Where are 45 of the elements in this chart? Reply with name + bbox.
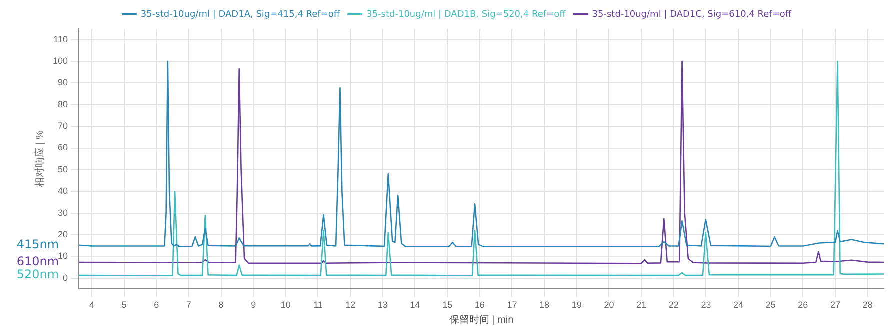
y-tick-label: 100 bbox=[52, 56, 68, 66]
x-tick-label: 22 bbox=[668, 300, 679, 310]
y-tick-label: 90 bbox=[58, 78, 68, 88]
legend-label: 35-std-10ug/ml | DAD1B, Sig=520,4 Ref=off bbox=[366, 10, 567, 20]
x-tick-label: 19 bbox=[572, 300, 582, 310]
y-tick-label: 30 bbox=[58, 208, 68, 218]
x-tick-label: 27 bbox=[830, 300, 841, 310]
x-tick-label: 8 bbox=[218, 300, 224, 310]
x-tick-label: 6 bbox=[154, 300, 160, 310]
y-tick-label: 50 bbox=[58, 164, 68, 174]
x-tick-label: 18 bbox=[540, 300, 550, 310]
x-tick-label: 20 bbox=[604, 300, 614, 310]
x-tick-label: 24 bbox=[734, 300, 744, 310]
y-tick-label: 10 bbox=[58, 251, 68, 262]
x-tick-label: 14 bbox=[410, 300, 420, 310]
x-tick-label: 11 bbox=[314, 300, 323, 310]
legend-label: 35-std-10ug/ml | DAD1A, Sig=415,4 Ref=off bbox=[140, 10, 341, 20]
x-tick-label: 15 bbox=[442, 300, 453, 310]
x-tick-label: 13 bbox=[378, 300, 388, 310]
x-tick-label: 10 bbox=[280, 300, 291, 310]
x-tick-label: 4 bbox=[89, 300, 94, 310]
x-tick-label: 7 bbox=[186, 300, 192, 310]
x-tick-label: 25 bbox=[766, 300, 776, 310]
text: 610nm bbox=[16, 254, 60, 269]
x-tick-label: 17 bbox=[507, 300, 518, 310]
x-tick-label: 21 bbox=[636, 300, 647, 310]
x-tick-label: 23 bbox=[701, 300, 712, 310]
text: 415nm bbox=[16, 238, 60, 252]
x-tick-label: 9 bbox=[251, 300, 256, 310]
y-tick-label: 40 bbox=[58, 186, 68, 196]
y-tick-label: 80 bbox=[58, 99, 68, 110]
y-tick-label: 20 bbox=[58, 229, 68, 240]
legend-label: 35-std-10ug/ml | DAD1C, Sig=610,4 Ref=off bbox=[592, 10, 792, 20]
x-axis-title: 保留时间 | min bbox=[449, 314, 514, 326]
y-tick-label: 110 bbox=[54, 34, 68, 44]
y-tick-label: 60 bbox=[58, 142, 68, 153]
x-tick-label: 16 bbox=[474, 300, 485, 310]
y-axis-title: 相对响应 | % bbox=[34, 130, 46, 188]
text: 520nm bbox=[16, 268, 60, 282]
x-tick-label: 5 bbox=[122, 300, 127, 310]
y-tick-label: 0 bbox=[63, 272, 68, 283]
x-tick-label: 12 bbox=[346, 300, 356, 310]
x-tick-label: 26 bbox=[798, 300, 808, 310]
x-tick-label: 28 bbox=[862, 300, 873, 310]
y-tick-label: 70 bbox=[58, 121, 68, 132]
